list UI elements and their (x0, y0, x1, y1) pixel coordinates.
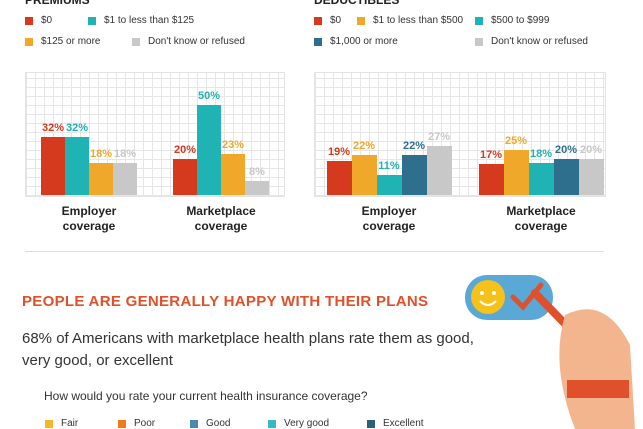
category-label: Employer coverage (61, 204, 117, 233)
legend-label: $500 to $999 (491, 15, 550, 26)
value-label: 50% (197, 90, 221, 102)
bar (503, 150, 529, 195)
value-label: 11% (378, 160, 400, 173)
legend-label: $1 to less than $500 (373, 15, 464, 26)
value-label: 19% (327, 145, 351, 158)
value-label: 20% (173, 144, 197, 156)
legend-item: Don't know or refused (475, 36, 588, 47)
legend-label: Don't know or refused (148, 36, 245, 47)
section-heading: PEOPLE ARE GENERALLY HAPPY WITH THEIR PL… (22, 293, 429, 310)
bar (478, 164, 504, 195)
value-label: 8% (249, 165, 265, 178)
rating-legend-item: Fair (45, 418, 78, 429)
hand (559, 309, 635, 429)
question: How would you rate your current health i… (44, 389, 368, 403)
rating-legend-item: Good (190, 418, 230, 429)
bar (401, 155, 427, 195)
category-label: Marketplace coverage (506, 204, 576, 233)
legend-label: $125 or more (41, 36, 101, 47)
value-label: 20% (554, 144, 578, 156)
value-label: 22% (352, 140, 376, 153)
bar (351, 155, 377, 195)
legend-swatch (25, 16, 33, 25)
legend-label: $1,000 or more (330, 36, 398, 47)
legend-label: Excellent (383, 418, 424, 429)
legend-swatch (314, 16, 322, 25)
legend-swatch (132, 37, 140, 46)
bar (197, 105, 221, 195)
legend-swatch (25, 37, 33, 46)
value-label: 27% (427, 131, 451, 144)
legend-item: $500 to $999 (475, 15, 549, 26)
bar (578, 159, 604, 195)
value-label: 32% (41, 122, 65, 135)
legend-swatch (190, 419, 198, 428)
legend-label: Very good (284, 418, 330, 429)
legend-item: $125 or more (25, 36, 100, 47)
bar (245, 180, 269, 195)
legend-swatch (118, 419, 126, 428)
legend-item: Don't know or refused (132, 36, 245, 47)
rating-legend-item: Very good (268, 418, 329, 429)
value-label: 23% (221, 138, 245, 151)
divider (25, 251, 604, 252)
value-label: 18% (113, 147, 137, 160)
legend-item: $0 (25, 15, 52, 26)
bar (65, 137, 89, 195)
legend-label: Good (206, 418, 231, 429)
legend-label: Poor (134, 418, 156, 429)
category-label: Marketplace coverage (186, 204, 256, 233)
value-label: 25% (504, 135, 528, 147)
legend-label: Fair (61, 418, 79, 429)
legend-label: Don't know or refused (491, 36, 588, 47)
legend-item: $1,000 or more (314, 36, 398, 47)
illustration (465, 275, 635, 429)
chart-title: DEDUCTIBLES (314, 0, 400, 7)
value-label: 32% (65, 122, 89, 135)
value-label: 17% (479, 149, 503, 162)
bar (553, 159, 579, 195)
bar (41, 137, 65, 195)
section-subtitle: 68% of Americans with marketplace health… (22, 330, 474, 369)
value-label: 22% (402, 140, 426, 153)
bar (376, 175, 402, 195)
bar (528, 162, 554, 195)
value-label: 20% (579, 144, 603, 156)
value-label: 18% (89, 147, 113, 160)
bar (113, 162, 137, 195)
legend-item: $1 to less than $125 (88, 15, 194, 26)
bar (326, 160, 352, 195)
bar (426, 146, 452, 195)
value-label: 18% (529, 147, 553, 160)
legend-label: $0 (330, 15, 342, 26)
legend-swatch (45, 419, 53, 428)
legend-swatch (357, 16, 365, 25)
legend-label: $0 (41, 15, 53, 26)
bar (89, 162, 113, 195)
legend-swatch (314, 37, 322, 46)
legend-swatch (475, 16, 483, 25)
legend-swatch (367, 419, 375, 428)
legend-swatch (88, 16, 96, 25)
cuff (567, 380, 629, 398)
rating-legend-item: Poor (118, 418, 155, 429)
chart-title: PREMIUMS (25, 0, 90, 7)
rating-legend-item: Excellent (367, 418, 424, 429)
bar (221, 153, 245, 195)
legend-item: $0 (314, 15, 341, 26)
legend-swatch (268, 419, 276, 428)
legend-item: $1 to less than $500 (357, 15, 463, 26)
category-label: Employer coverage (361, 204, 417, 233)
smiley (471, 280, 505, 314)
bar (173, 159, 197, 195)
legend-swatch (475, 37, 483, 46)
legend-label: $1 to less than $125 (104, 15, 195, 26)
